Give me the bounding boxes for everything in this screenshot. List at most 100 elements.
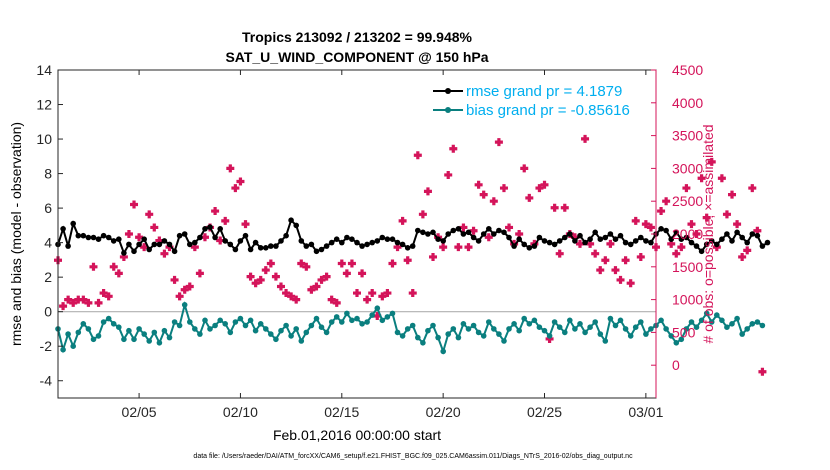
obs-count-point — [515, 230, 524, 238]
rmse-point — [577, 232, 583, 239]
bias-point — [536, 324, 543, 331]
bias-point — [754, 319, 761, 325]
rmse-point — [263, 245, 269, 251]
rmse-point — [232, 246, 239, 253]
obs-count-point — [342, 269, 351, 278]
rmse-point — [146, 246, 152, 253]
obs-count-point — [611, 266, 620, 275]
obs-count-point — [641, 220, 650, 229]
obs-count-point — [646, 223, 655, 232]
obs-count-point — [135, 233, 144, 242]
bias-point — [116, 324, 122, 331]
y-tick-label-right: 1000 — [672, 292, 703, 308]
obs-count-point — [266, 259, 275, 268]
bias-point — [638, 319, 644, 325]
bias-point — [714, 312, 720, 318]
bias-point — [567, 317, 573, 324]
obs-count-point — [231, 184, 240, 193]
bias-point — [339, 319, 345, 325]
bias-point — [171, 319, 178, 325]
rmse-point — [607, 231, 614, 237]
bias-point — [283, 322, 289, 329]
obs-count-point — [454, 243, 463, 252]
rmse-point — [526, 245, 533, 251]
bias-point — [734, 315, 740, 322]
rmse-point — [582, 239, 588, 246]
rmse-point — [364, 241, 370, 248]
rmse-point — [450, 227, 457, 234]
rmse-point — [501, 229, 507, 236]
bias-point — [263, 326, 269, 332]
bias-point — [268, 331, 274, 337]
obs-count-point — [69, 298, 78, 307]
rmse-point — [440, 238, 447, 244]
bias-point — [308, 322, 315, 329]
rmse-point — [546, 239, 553, 246]
rmse-point — [506, 234, 512, 241]
rmse-point — [511, 243, 517, 249]
bias-point — [237, 315, 244, 322]
rmse-point — [131, 248, 137, 255]
bias-point — [207, 326, 213, 332]
bias-point — [724, 324, 730, 331]
rmse-point — [663, 227, 669, 234]
bias-point — [491, 326, 497, 332]
rmse-point — [399, 241, 406, 248]
obs-count-point — [150, 223, 159, 232]
obs-count-point — [398, 216, 407, 225]
obs-count-point — [211, 207, 220, 216]
obs-count-point — [221, 216, 230, 225]
y-tick-label-left: 12 — [36, 97, 52, 113]
bias-point — [247, 317, 254, 324]
obs-count-point — [322, 272, 331, 281]
obs-count-point — [363, 295, 372, 304]
rmse-point — [627, 241, 634, 248]
obs-count-point — [687, 220, 696, 229]
rmse-point — [425, 231, 431, 237]
obs-count-point — [99, 289, 108, 298]
rmse-point — [369, 239, 376, 246]
obs-count-point — [474, 180, 483, 189]
rmse-point — [724, 231, 730, 237]
obs-count-point — [555, 249, 564, 258]
bias-point — [374, 305, 381, 312]
legend: rmse grand pr = 4.1879 bias grand pr = -0… — [433, 83, 630, 119]
bias-point — [663, 326, 669, 332]
x-tick-label: 02/20 — [426, 404, 461, 420]
x-tick-label: 02/05 — [122, 404, 157, 420]
rmse-point — [156, 241, 163, 248]
bias-point — [349, 317, 355, 324]
rmse-point — [217, 226, 223, 232]
bias-point — [541, 327, 548, 334]
obs-count-point — [89, 262, 98, 271]
bias-point — [409, 322, 416, 329]
bias-point — [95, 333, 102, 339]
data-file-footnote: data file: /Users/raeder/DAI/ATM_forcXX/… — [193, 453, 633, 460]
bias-point — [486, 319, 492, 325]
bias-point — [501, 338, 507, 344]
bias-point — [60, 346, 66, 353]
rmse-point — [480, 231, 487, 237]
rmse-point — [759, 243, 766, 249]
rmse-point — [415, 227, 421, 234]
bias-point — [166, 334, 173, 341]
bias-point — [354, 315, 360, 322]
obs-count-point — [733, 220, 742, 229]
rmse-point — [339, 239, 345, 246]
bias-point — [673, 340, 680, 346]
y-tick-label-left: 4 — [44, 235, 52, 251]
obs-count-point — [383, 289, 392, 298]
bias-point — [450, 326, 457, 332]
rmse-point — [435, 236, 441, 242]
rmse-point — [313, 248, 320, 255]
rmse-point — [151, 241, 158, 248]
rmse-point — [374, 238, 381, 244]
bias-point — [531, 317, 538, 324]
bias-point — [475, 329, 482, 336]
bias-point — [496, 331, 502, 337]
obs-count-point — [373, 312, 382, 320]
bias-point — [744, 326, 750, 332]
rmse-point — [95, 236, 102, 242]
bias-point — [404, 326, 411, 332]
obs-count-point — [621, 256, 630, 265]
